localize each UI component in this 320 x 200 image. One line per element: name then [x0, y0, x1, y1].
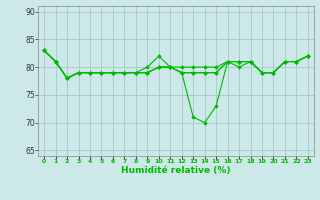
- X-axis label: Humidité relative (%): Humidité relative (%): [121, 166, 231, 175]
